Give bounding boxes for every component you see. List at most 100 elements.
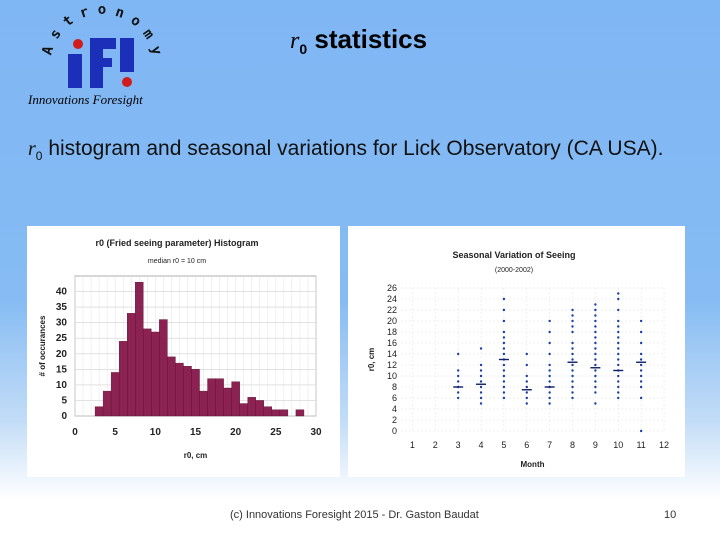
seasonal-point [502,308,506,312]
seasonal-point [639,380,643,383]
seasonal-point [479,396,483,400]
seasonal-point [594,385,597,389]
histogram-bar [110,372,120,417]
seasonal-point [548,363,551,367]
seasonal-point [525,402,528,405]
seasonal-point [617,292,620,295]
seasonal-y-tick: 8 [392,382,397,392]
seasonal-point [617,308,620,312]
seasonal-x-tick: 7 [547,440,552,450]
seasonal-point [548,341,551,345]
histogram-x-tick: 5 [112,427,118,438]
page-number: 10 [664,509,677,521]
seasonal-point [456,391,460,394]
seasonal-point [617,319,620,323]
astronomy-logo: Ast r o n omy [39,4,165,88]
seasonal-x-tick: 1 [410,440,415,450]
seasonal-point [571,374,574,378]
seasonal-point [502,374,506,378]
histogram-bar [94,406,104,417]
seasonal-point [525,380,528,383]
seasonal-point [571,308,574,312]
seasonal-point [594,369,597,372]
histogram-bar [199,390,208,417]
logo-letter: s [47,26,65,42]
logo-letter: o [98,4,106,18]
histogram-x-tick: 10 [150,427,162,438]
title-subscript: 0 [299,41,308,57]
seasonal-point [571,385,574,389]
seasonal-point [456,396,460,400]
seasonal-point [639,330,643,334]
seasonal-point [571,396,574,400]
seasonal-chart: Seasonal Variation of Seeing (2000-2002) 0… [367,250,669,469]
logo-letter: y [147,44,165,57]
seasonal-point [479,385,483,389]
logo-caption: Innovations Foresight [28,92,143,107]
seasonal-x-tick: 5 [501,440,506,450]
histogram-bar [223,387,232,417]
seasonal-y-tick: 24 [387,294,397,304]
seasonal-y-tick: 18 [387,327,397,337]
seasonal-x-tick: 11 [636,440,645,450]
seasonal-point [548,380,551,383]
seasonal-point [617,325,620,328]
seasonal-point [594,358,597,361]
seasonal-point [639,385,643,389]
histogram-bar [167,356,176,417]
seasonal-point [479,374,483,378]
seasonal-point [479,380,483,383]
seasonal-x-tick: 12 [659,440,669,450]
seasonal-point [594,308,597,312]
histogram-bar [271,409,281,417]
seasonal-x-tick: 2 [433,440,438,450]
seasonal-point [502,297,506,301]
seasonal-point [502,380,506,383]
seasonal-point [594,303,597,306]
seasonal-point [502,363,506,367]
histogram-bar [207,378,216,417]
histogram-x-tick: 25 [270,427,282,438]
seasonal-point [571,363,574,367]
histogram-bar [215,378,224,417]
histogram-y-tick: 5 [61,395,67,406]
histogram-bar [239,403,248,417]
seasonal-x-label: Month [521,460,545,469]
seasonal-x-tick: 3 [456,440,461,450]
seasonal-point [617,358,620,361]
seasonal-point [617,396,620,400]
histogram-bar [263,406,273,417]
seasonal-point [617,385,620,389]
histogram-y-tick: 25 [56,333,68,344]
seasonal-point [594,325,597,328]
seasonal-point [571,314,574,317]
seasonal-point [571,352,574,356]
seasonal-point [594,319,597,323]
seasonal-point [639,429,643,433]
logo-letter: m [139,26,157,42]
title-text: statistics [314,24,428,54]
seasonal-y-tick: 20 [387,316,397,326]
seasonal-point [617,363,620,367]
seasonal-point [548,374,551,378]
seasonal-point [571,330,574,334]
logo-letter: t [60,12,76,30]
seasonal-point [456,352,460,356]
histogram-chart: r0 (Fried seeing parameter) Histogram med… [38,238,322,460]
seasonal-point [525,391,528,394]
seasonal-point [571,325,574,328]
seasonal-point [502,330,506,334]
logo-letter: n [113,4,126,22]
histogram-x-tick: 20 [230,427,242,438]
seasonal-point [594,363,597,367]
histogram-title: r0 (Fried seeing parameter) Histogram [95,238,258,248]
histogram-bar [118,341,128,417]
histogram-bar [151,331,160,417]
subtitle-symbol: r [28,138,36,160]
histogram-bar [279,409,289,417]
seasonal-point [617,341,620,345]
seasonal-point [639,369,643,372]
seasonal-point [548,402,551,405]
seasonal-point [479,391,483,394]
seasonal-point [571,391,574,394]
